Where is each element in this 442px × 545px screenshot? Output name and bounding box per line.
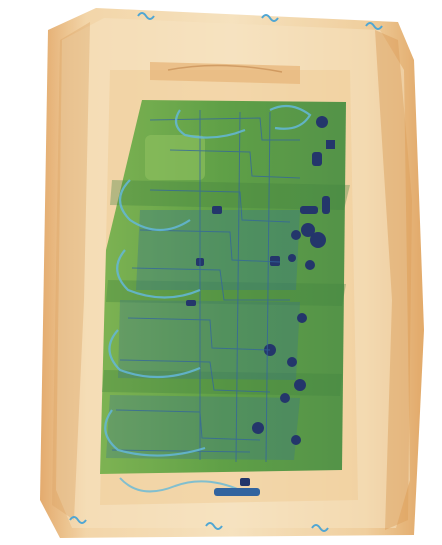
circuit-traces [111,110,301,463]
circuit-board-stack [100,100,350,474]
connector [119,477,260,496]
case-markings [69,12,383,532]
components [186,116,335,445]
top-strap [150,62,300,84]
cable-loops [104,104,312,457]
